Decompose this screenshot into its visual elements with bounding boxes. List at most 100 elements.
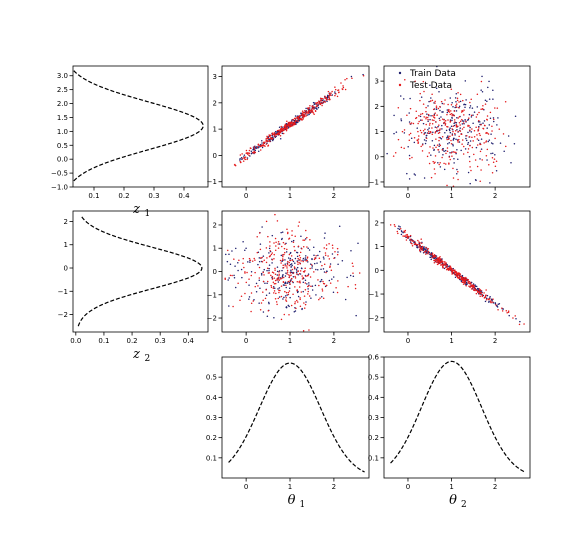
scatter-point [492, 89, 494, 91]
scatter-point [461, 281, 464, 283]
scatter-point [241, 153, 243, 155]
scatter-point [468, 117, 470, 119]
scatter-point [313, 262, 316, 265]
scatter-point [481, 294, 483, 296]
scatter-point [306, 283, 308, 285]
scatter-point [469, 129, 471, 131]
scatter-point [459, 273, 461, 275]
scatter-point [304, 110, 306, 112]
scatter-point [304, 238, 307, 240]
y-tick-label: 0.5 [57, 142, 68, 150]
scatter-point [467, 280, 469, 283]
scatter-point [453, 122, 455, 125]
scatter-point [266, 280, 269, 283]
scatter-point [274, 135, 276, 138]
scatter-point [306, 236, 308, 239]
z2_marginal-axis-label-subscript: 2 [145, 354, 151, 364]
scatter-point [286, 263, 289, 265]
scatter-point [319, 261, 322, 263]
scatter-point [451, 133, 454, 135]
y-tick-label: 0 [213, 152, 217, 160]
theta1_marginal-axis-label-subscript: 1 [300, 500, 306, 510]
scatter-point [469, 140, 472, 142]
scatter-point [350, 250, 352, 252]
scatter-point [303, 116, 305, 118]
scatter-point [288, 305, 290, 308]
scatter-point [326, 270, 328, 272]
scatter-point [459, 100, 462, 103]
x-tick-label: 2 [493, 337, 497, 345]
scatter-point [259, 243, 262, 245]
scatter-point [289, 124, 291, 127]
scatter-point [445, 129, 448, 132]
scatter-point [337, 89, 339, 92]
scatter-point [277, 241, 280, 243]
scatter-point [288, 276, 290, 279]
scatter-point [480, 108, 482, 110]
scatter-point [288, 121, 291, 124]
scatter-point [332, 276, 335, 278]
scatter-point [441, 124, 443, 127]
scatter-point [411, 156, 413, 159]
scatter-point [250, 302, 253, 304]
scatter-point [468, 136, 471, 138]
scatter-point [245, 281, 248, 284]
y-tick-label: 0.1 [368, 454, 379, 462]
scatter-point [284, 259, 286, 261]
scatter-point [310, 109, 313, 112]
scatter-point [307, 273, 310, 275]
scatter-point [302, 257, 305, 260]
scatter-point [334, 94, 336, 97]
scatter-point [452, 267, 454, 270]
scatter-point [457, 141, 459, 143]
scatter-point [309, 110, 311, 112]
scatter-point [450, 104, 453, 106]
scatter-point [514, 115, 517, 118]
scatter-point [421, 245, 424, 248]
scatter-point [331, 244, 334, 246]
scatter-point [299, 297, 301, 299]
scatter-point [444, 131, 446, 134]
scatter-point [289, 259, 292, 262]
scatter-point [285, 129, 288, 132]
scatter-point [437, 132, 440, 135]
scatter-point [467, 143, 469, 146]
scatter-point [496, 306, 499, 308]
scatter-point [289, 275, 291, 277]
scatter-point [318, 298, 320, 301]
scatter-point [436, 144, 439, 146]
scatter-point [512, 317, 514, 319]
scatter-point [401, 130, 404, 133]
scatter-point [278, 132, 280, 135]
scatter-point [418, 115, 420, 117]
scatter-point [274, 249, 277, 251]
scatter-point [425, 106, 427, 109]
scatter-point [299, 280, 301, 282]
scatter-point [454, 276, 457, 279]
scatter-point [428, 130, 430, 133]
scatter-point [248, 296, 251, 298]
scatter-point [484, 297, 486, 299]
scatter-point [254, 259, 256, 261]
scatter-point [450, 143, 453, 145]
scatter-point [411, 240, 414, 242]
scatter-point [320, 268, 322, 270]
scatter-point [441, 118, 444, 120]
scatter-point [274, 237, 277, 240]
scatter-point [268, 301, 270, 304]
scatter-point [409, 123, 411, 125]
scatter-point [422, 130, 425, 132]
scatter-point [265, 294, 268, 297]
scatter-point [406, 172, 408, 175]
scatter-point [439, 166, 442, 168]
scatter-point [436, 127, 438, 129]
scatter-point [337, 263, 339, 265]
scatter-point [441, 258, 443, 260]
scatter-point [462, 110, 464, 113]
scatter-point [342, 86, 345, 89]
scatter-point [458, 277, 460, 280]
scatter-point [281, 245, 283, 248]
scatter-point [311, 107, 314, 110]
scatter-point [449, 152, 451, 154]
scatter-point [436, 258, 439, 261]
